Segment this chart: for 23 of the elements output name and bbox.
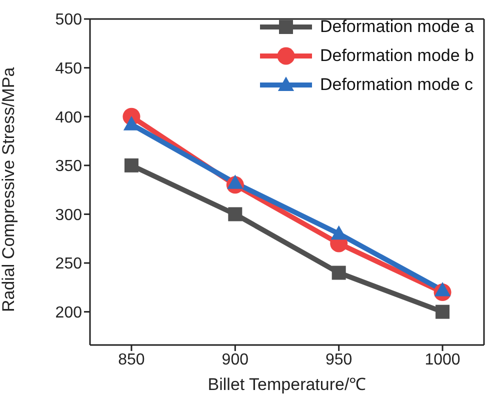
point [332,266,346,280]
y-tick-label: 350 [55,158,82,176]
legend-label: Deformation mode a [320,16,474,36]
x-tick-label: 950 [325,351,352,368]
x-tick-label: 850 [118,351,145,368]
x-tick-label: 900 [222,351,249,368]
y-tick-label: 300 [55,206,82,224]
point [436,304,450,319]
y-tick-label: 450 [55,60,82,78]
point [434,282,451,296]
x-axis-title: Billet Temperature/℃ [208,375,366,394]
legend-label: Deformation mode b [320,46,474,66]
x-tick-label: 1000 [424,351,460,368]
point [227,174,244,189]
point [124,158,138,172]
point [228,207,242,222]
y-tick-label: 200 [55,304,82,322]
y-axis-title: Radial Compressive Stress/MPa [0,66,18,312]
y-tick-label: 400 [55,109,82,126]
legend-label: Deformation mode c [320,74,474,94]
point [330,225,347,240]
y-tick-label: 500 [55,12,82,29]
y-tick-label: 250 [55,256,82,273]
